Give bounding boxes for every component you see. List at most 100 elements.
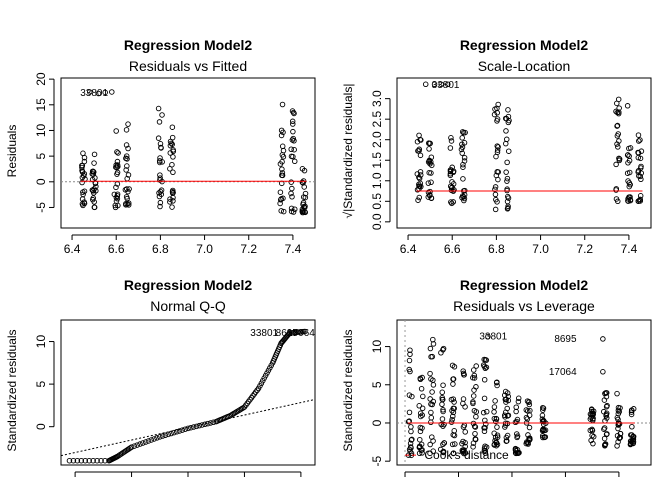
data-point — [494, 382, 500, 389]
data-point — [167, 150, 174, 156]
data-point — [515, 398, 522, 405]
data-point — [167, 199, 173, 205]
data-point — [113, 184, 119, 191]
data-point — [589, 408, 595, 415]
data-point — [430, 336, 436, 343]
x-tick-label: 6.4 — [400, 242, 417, 256]
point-annotation: 33801 — [250, 328, 278, 339]
data-point — [289, 118, 296, 125]
x-tick-label: 6.4 — [64, 242, 81, 256]
data-point — [427, 441, 433, 448]
data-point — [482, 365, 489, 372]
data-point — [125, 202, 132, 208]
data-point — [525, 440, 531, 446]
data-point — [440, 407, 446, 413]
qq-point — [98, 457, 104, 464]
data-point — [504, 438, 510, 444]
data-point — [419, 450, 425, 456]
data-point — [448, 199, 454, 205]
data-point — [459, 129, 466, 135]
data-point — [125, 145, 131, 152]
data-point — [441, 421, 447, 428]
data-point — [279, 159, 285, 165]
data-point — [459, 141, 465, 148]
data-point — [503, 115, 510, 122]
data-point — [539, 416, 546, 422]
data-point — [602, 441, 609, 447]
data-point — [470, 374, 476, 381]
data-point — [628, 441, 634, 447]
data-point — [278, 132, 285, 139]
y-tick-label: -5 — [34, 202, 48, 213]
data-point — [450, 450, 457, 457]
x-tick-label: 7.0 — [532, 242, 549, 256]
data-point — [505, 205, 511, 211]
data-point — [450, 199, 457, 205]
data-point — [426, 169, 432, 176]
data-point — [613, 187, 619, 193]
data-point — [427, 140, 433, 147]
y-tick-label: 0.5 — [370, 193, 384, 210]
data-point — [626, 183, 633, 190]
qq-point — [159, 433, 166, 439]
data-point — [448, 138, 455, 144]
data-point — [449, 416, 455, 423]
qq-point — [207, 420, 214, 426]
data-point — [460, 161, 466, 168]
data-point — [407, 351, 413, 358]
data-point — [470, 393, 477, 399]
data-point — [493, 196, 499, 203]
qq-reference-line — [60, 398, 316, 457]
data-point — [289, 108, 296, 114]
data-point — [427, 396, 433, 402]
data-point — [494, 441, 501, 448]
data-point — [299, 179, 306, 186]
data-point — [450, 381, 456, 387]
data-point — [114, 195, 121, 202]
data-point — [157, 177, 163, 183]
point-annotation: 33801 — [479, 332, 507, 343]
data-point — [448, 167, 454, 173]
data-point — [461, 154, 468, 161]
data-point — [290, 128, 296, 135]
data-point — [589, 426, 595, 433]
data-point — [493, 153, 499, 160]
data-point — [459, 150, 465, 156]
data-point — [482, 448, 489, 454]
outlier-point — [600, 369, 606, 375]
data-point — [491, 415, 498, 422]
data-point — [416, 181, 422, 188]
panel-title: Regression Model2 — [460, 37, 589, 53]
data-point — [426, 146, 432, 152]
data-point — [590, 433, 597, 440]
data-point — [462, 443, 468, 450]
data-point — [460, 164, 466, 170]
outlier-point — [102, 89, 108, 96]
outlier-point — [422, 81, 429, 88]
qq-point — [145, 438, 152, 444]
data-point — [428, 414, 435, 421]
qq-point — [205, 420, 211, 427]
data-point — [156, 158, 163, 164]
data-point — [542, 427, 549, 433]
outlier-point — [438, 81, 444, 88]
data-point — [615, 131, 621, 137]
data-point — [91, 151, 98, 158]
x-tick-label: 6.8 — [152, 242, 169, 256]
data-point — [637, 196, 643, 203]
data-point — [506, 148, 512, 154]
data-point — [112, 204, 119, 211]
data-point — [406, 409, 413, 416]
data-point — [288, 146, 294, 153]
data-point — [447, 145, 454, 151]
data-point — [603, 390, 610, 396]
data-point — [616, 408, 623, 415]
data-point — [504, 390, 511, 396]
data-point — [301, 167, 308, 174]
data-point — [430, 382, 437, 388]
data-point — [291, 138, 297, 144]
data-point — [80, 191, 86, 198]
cooks-distance-label: Cook's distance — [424, 448, 509, 462]
data-point — [495, 144, 501, 150]
